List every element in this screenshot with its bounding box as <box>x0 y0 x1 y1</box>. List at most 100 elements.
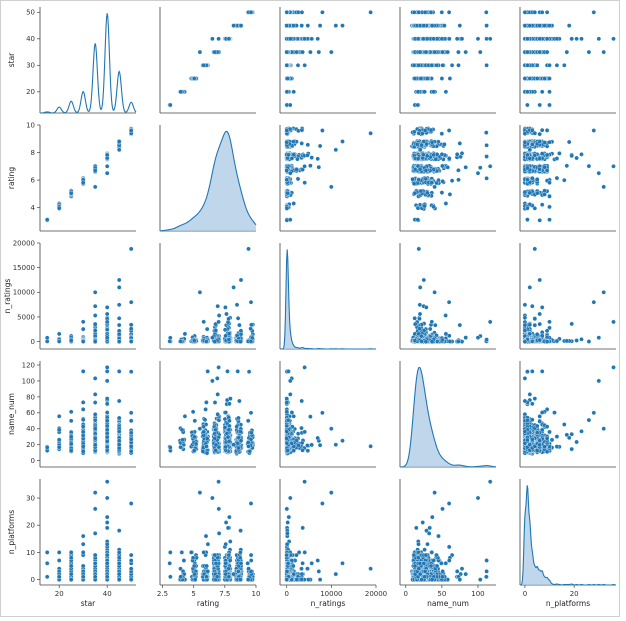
scatter-point <box>212 49 218 55</box>
scatter-point <box>440 49 445 55</box>
scatter-point <box>92 168 98 173</box>
scatter-point <box>478 49 483 55</box>
scatter-point <box>527 23 533 28</box>
scatter-point <box>601 49 606 55</box>
scatter-point <box>412 129 417 135</box>
scatter-point <box>425 190 430 196</box>
scatter-point <box>80 180 86 185</box>
scatter-point <box>288 36 293 42</box>
scatter-point <box>447 156 452 161</box>
scatter-point <box>440 179 445 184</box>
scatter-point <box>416 177 421 183</box>
scatter-point <box>424 36 430 42</box>
scatter-point <box>564 49 570 55</box>
panel-rating-vs-rating <box>159 125 257 232</box>
scatter-point <box>299 23 304 28</box>
scatter-point <box>537 23 542 28</box>
scatter-point <box>484 10 489 15</box>
scatter-point <box>286 152 291 158</box>
scatter-point <box>418 76 424 81</box>
scatter-point <box>429 23 435 28</box>
scatter-point <box>305 153 310 158</box>
scatter-point <box>431 36 436 42</box>
scatter-point <box>415 205 421 211</box>
scatter-point <box>414 142 420 147</box>
scatter-point <box>447 76 453 81</box>
scatter-point <box>439 76 445 81</box>
scatter-point <box>416 63 421 68</box>
scatter-point <box>295 63 301 68</box>
scatter-point <box>104 164 110 169</box>
scatter-point <box>525 36 530 42</box>
scatter-point <box>422 203 427 209</box>
scatter-point <box>537 102 542 108</box>
scatter-point <box>487 164 493 169</box>
scatter-point <box>417 49 423 55</box>
scatter-point <box>411 63 417 68</box>
scatter-point <box>457 23 463 28</box>
kde-fill-rating <box>160 131 256 231</box>
scatter-point <box>197 49 203 55</box>
scatter-point <box>547 89 552 95</box>
scatter-point <box>284 23 289 28</box>
scatter-point <box>422 89 427 95</box>
scatter-point <box>591 10 597 15</box>
scatter-point <box>417 147 423 153</box>
scatter-point <box>305 23 311 28</box>
scatter-point <box>527 76 533 81</box>
scatter-point <box>422 128 428 133</box>
scatter-point <box>544 36 550 42</box>
scatter-point <box>442 142 447 147</box>
scatter-point <box>416 131 422 136</box>
scatter-point <box>329 184 334 190</box>
scatter-point <box>284 89 290 95</box>
scatter-point <box>289 156 295 161</box>
scatter-point <box>368 131 373 136</box>
panel-star-vs-name_num <box>399 7 496 114</box>
scatter-point <box>446 10 452 15</box>
scatter-point <box>216 36 221 42</box>
scatter-point <box>459 36 465 42</box>
scatter-point <box>562 63 567 68</box>
scatter-point <box>547 102 552 108</box>
scatter-point <box>285 190 290 196</box>
scatter-point <box>294 167 299 172</box>
scatter-point <box>300 49 305 55</box>
scatter-point <box>317 23 323 28</box>
scatter-point <box>168 102 173 108</box>
scatter-point <box>429 180 435 185</box>
scatter-point <box>287 217 293 222</box>
scatter-point <box>415 156 421 161</box>
scatter-point <box>457 141 463 146</box>
scatter-point <box>308 49 313 55</box>
scatter-point <box>534 63 540 68</box>
scatter-point <box>525 49 530 55</box>
scatter-point <box>302 164 307 169</box>
scatter-point <box>449 178 455 183</box>
scatter-point <box>429 140 435 145</box>
scatter-point <box>288 170 293 176</box>
panel-star-vs-rating <box>159 7 256 114</box>
scatter-point <box>431 204 436 210</box>
scatter-point <box>191 76 197 81</box>
scatter-point <box>443 201 449 206</box>
scatter-point <box>443 89 449 95</box>
scatter-point <box>178 89 183 95</box>
panel-star-vs-star <box>39 7 137 114</box>
scatter-point <box>415 89 421 95</box>
scatter-point <box>210 36 215 42</box>
scatter-point <box>285 76 290 81</box>
scatter-point <box>302 36 307 42</box>
scatter-point <box>537 36 542 42</box>
scatter-point <box>456 63 461 68</box>
scatter-point <box>487 36 493 42</box>
scatter-point <box>428 127 434 133</box>
scatter-point <box>104 170 110 176</box>
scatter-point <box>295 176 301 182</box>
scatter-point <box>238 23 244 28</box>
scatter-point <box>320 10 325 15</box>
scatter-point <box>412 10 417 15</box>
scatter-point <box>284 49 289 55</box>
scatter-point <box>294 49 299 55</box>
scatter-point <box>431 89 436 95</box>
